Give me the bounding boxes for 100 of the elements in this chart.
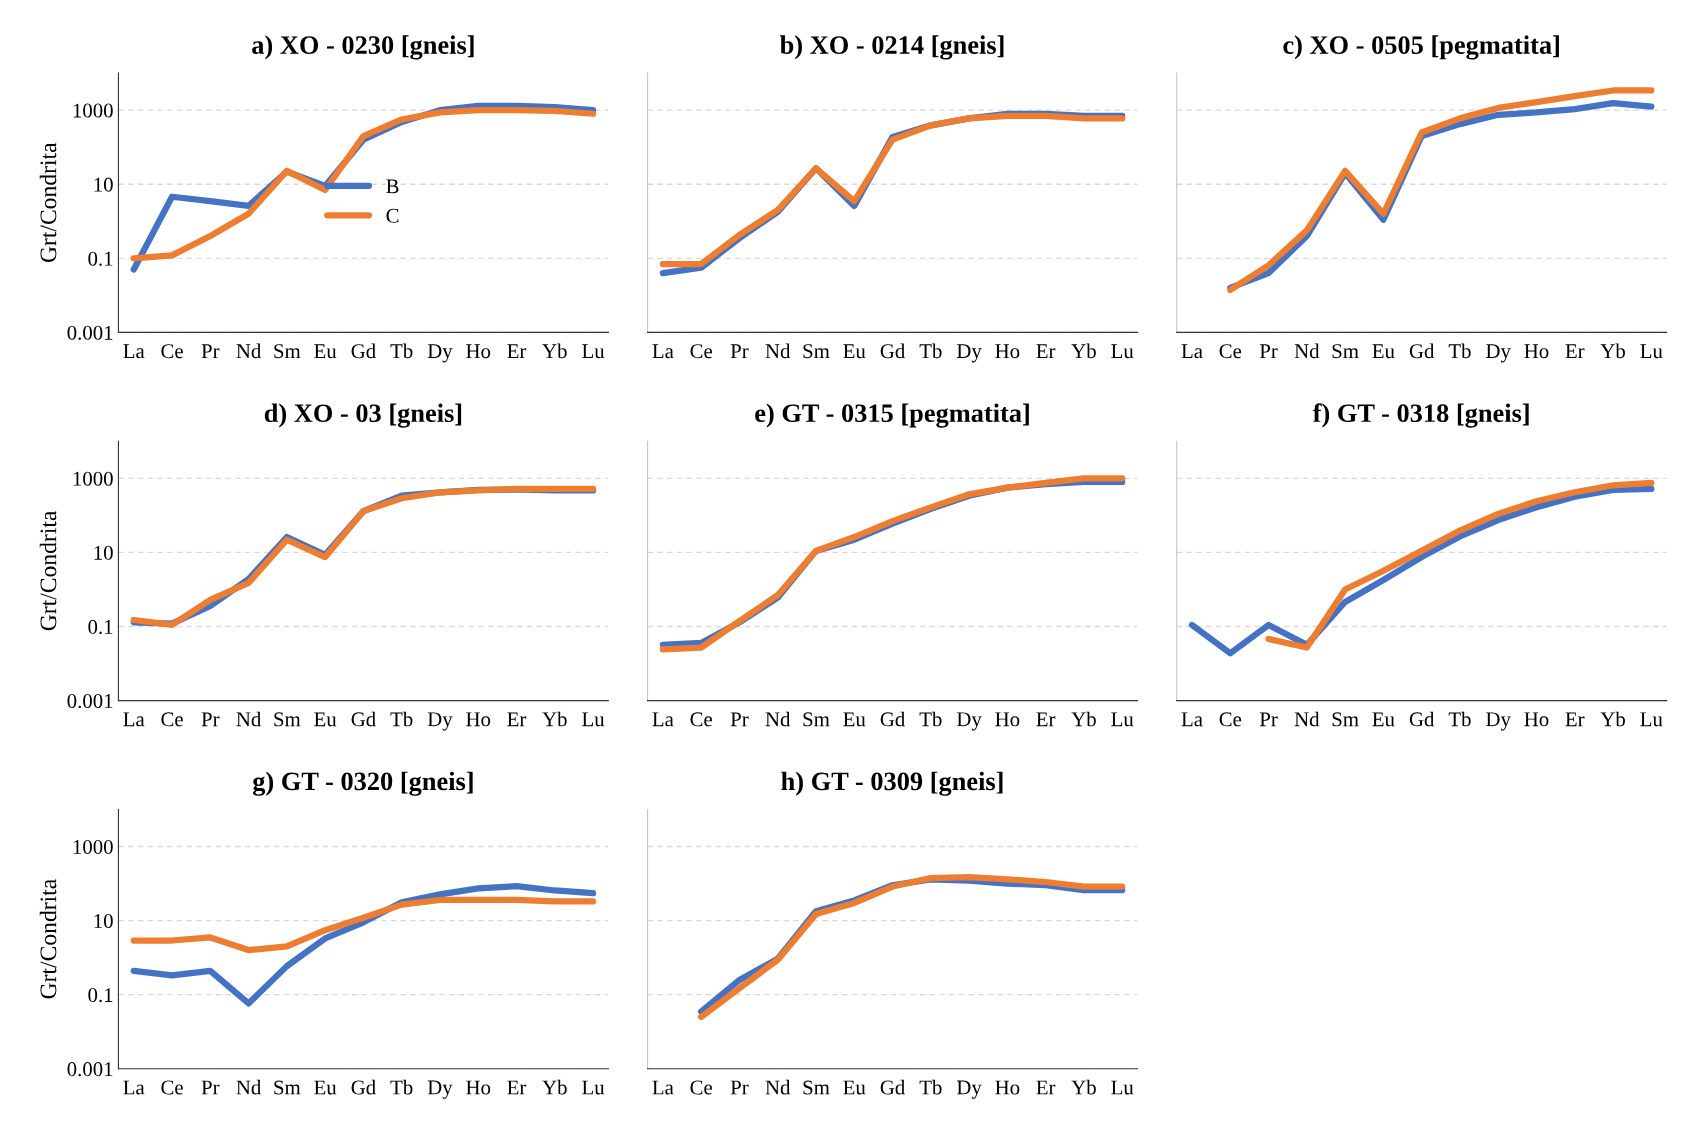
y-tick-label: 10 bbox=[94, 545, 113, 560]
chart-title: b) XO - 0214 [gneis] bbox=[779, 35, 1004, 60]
x-tick-label: Pr bbox=[1259, 344, 1278, 358]
x-tick-label: Gd bbox=[351, 343, 376, 359]
x-tick-label: Pr bbox=[1259, 712, 1278, 727]
x-tick-label: Yb bbox=[542, 343, 567, 359]
x-tick-label: Gd bbox=[880, 1079, 906, 1095]
chart-title: d) XO - 03 [gneis] bbox=[264, 403, 462, 428]
y-tick-label: 10 bbox=[94, 177, 113, 192]
x-tick-label: Dy bbox=[956, 344, 982, 363]
x-tick-label: Sm bbox=[274, 712, 301, 727]
x-tick-label: Lu bbox=[582, 344, 605, 359]
x-tick-label: Tb bbox=[919, 711, 942, 727]
y-tick-label: 1000 bbox=[73, 103, 113, 118]
x-tick-label: Sm bbox=[1332, 344, 1359, 359]
x-tick-label: Ho bbox=[995, 712, 1020, 727]
y-tick-label: 0.1 bbox=[88, 251, 113, 266]
x-tick-label: Yb bbox=[1600, 711, 1625, 727]
x-tick-label: La bbox=[1181, 344, 1203, 359]
x-tick-label: Ce bbox=[1219, 344, 1242, 359]
x-tick-label: Ho bbox=[995, 344, 1020, 359]
x-tick-label: Nd bbox=[1294, 711, 1320, 727]
x-tick-label: Pr bbox=[730, 344, 749, 358]
x-tick-label: Ho bbox=[995, 1080, 1020, 1095]
y-tick-label: 0.001 bbox=[67, 693, 113, 709]
x-tick-label: Nd bbox=[1294, 343, 1320, 359]
x-tick-label: Pr bbox=[201, 344, 220, 358]
x-tick-label: Dy bbox=[1486, 712, 1511, 731]
x-tick-label: Gd bbox=[351, 1079, 376, 1095]
legend-label: B bbox=[386, 179, 399, 194]
x-tick-label: Tb bbox=[390, 1079, 413, 1095]
x-tick-label: Er bbox=[1565, 344, 1585, 358]
x-tick-label: Ho bbox=[1524, 712, 1549, 727]
chart-title: g) GT - 0320 [gneis] bbox=[252, 771, 473, 796]
x-tick-label: Ce bbox=[690, 344, 712, 359]
x-tick-label: Er bbox=[1036, 712, 1056, 727]
x-tick-label: Sm bbox=[274, 344, 301, 359]
x-tick-label: Ho bbox=[466, 712, 491, 727]
x-tick-label: La bbox=[1181, 712, 1203, 727]
x-tick-label: Er bbox=[1565, 712, 1585, 727]
x-tick-label: Eu bbox=[843, 344, 866, 359]
x-tick-label: Ce bbox=[690, 1080, 712, 1095]
y-tick-label: 1000 bbox=[73, 839, 113, 854]
chart-title: f) GT - 0318 [gneis] bbox=[1312, 403, 1529, 428]
x-tick-label: Yb bbox=[542, 1079, 567, 1095]
x-tick-label: Tb bbox=[919, 343, 942, 359]
x-tick-label: Yb bbox=[1600, 343, 1625, 359]
x-tick-label: Tb bbox=[390, 343, 413, 359]
x-tick-label: Ce bbox=[161, 712, 183, 727]
x-tick-label: Lu bbox=[1640, 344, 1663, 359]
x-tick-label: Lu bbox=[1111, 344, 1134, 359]
legend-label: C bbox=[386, 208, 399, 223]
y-tick-label: 0.1 bbox=[88, 619, 113, 635]
x-tick-label: Yb bbox=[1071, 1079, 1096, 1095]
x-tick-label: Er bbox=[507, 344, 527, 358]
x-tick-label: Eu bbox=[314, 1080, 337, 1095]
x-tick-label: Ho bbox=[466, 1080, 491, 1095]
x-tick-label: La bbox=[123, 712, 145, 727]
x-tick-label: La bbox=[652, 712, 674, 727]
y-tick-label: 0.001 bbox=[67, 1062, 113, 1077]
x-tick-label: Tb bbox=[390, 711, 413, 727]
chart-title: c) XO - 0505 [pegmatita] bbox=[1283, 35, 1559, 60]
y-tick-label: 0.001 bbox=[67, 325, 113, 340]
x-tick-label: Lu bbox=[1111, 712, 1134, 727]
x-tick-label: Tb bbox=[919, 1079, 942, 1095]
x-tick-label: Gd bbox=[1409, 711, 1435, 727]
x-tick-label: Ce bbox=[1219, 712, 1242, 727]
x-tick-label: Dy bbox=[427, 344, 453, 363]
x-tick-label: Eu bbox=[314, 712, 337, 727]
x-tick-label: Lu bbox=[582, 712, 605, 727]
x-tick-label: Ce bbox=[161, 344, 183, 359]
x-tick-label: Tb bbox=[1448, 711, 1471, 727]
y-axis-title: Grt/Condrita bbox=[39, 142, 57, 263]
x-tick-label: Nd bbox=[765, 343, 791, 359]
x-tick-label: La bbox=[123, 344, 145, 359]
x-tick-label: Pr bbox=[730, 1080, 749, 1095]
x-tick-label: Eu bbox=[1372, 712, 1395, 727]
x-tick-label: Yb bbox=[1071, 343, 1096, 359]
x-tick-label: Pr bbox=[201, 712, 220, 727]
x-tick-label: Sm bbox=[803, 712, 830, 727]
x-tick-label: Er bbox=[507, 1080, 527, 1095]
x-tick-label: Gd bbox=[880, 711, 906, 727]
x-tick-label: Sm bbox=[274, 1080, 301, 1095]
x-tick-label: Pr bbox=[201, 1080, 220, 1095]
x-tick-label: Sm bbox=[1332, 712, 1359, 727]
x-tick-label: Lu bbox=[1111, 1080, 1134, 1095]
x-tick-label: Dy bbox=[427, 712, 453, 731]
x-tick-label: Ho bbox=[1524, 344, 1549, 359]
y-axis-title: Grt/Condrita bbox=[39, 879, 57, 999]
chart-title: a) XO - 0230 [gneis] bbox=[252, 35, 474, 60]
x-tick-label: Er bbox=[507, 712, 527, 727]
chart-title: e) GT - 0315 [pegmatita] bbox=[755, 403, 1029, 428]
x-tick-label: Sm bbox=[803, 1080, 830, 1095]
x-tick-label: Gd bbox=[351, 711, 376, 727]
x-tick-label: Sm bbox=[803, 344, 830, 359]
x-tick-label: Pr bbox=[730, 712, 749, 727]
x-tick-label: Dy bbox=[1486, 344, 1511, 363]
x-tick-label: Nd bbox=[236, 343, 262, 359]
y-tick-label: 0.1 bbox=[88, 988, 113, 1003]
x-tick-label: Gd bbox=[880, 343, 906, 359]
